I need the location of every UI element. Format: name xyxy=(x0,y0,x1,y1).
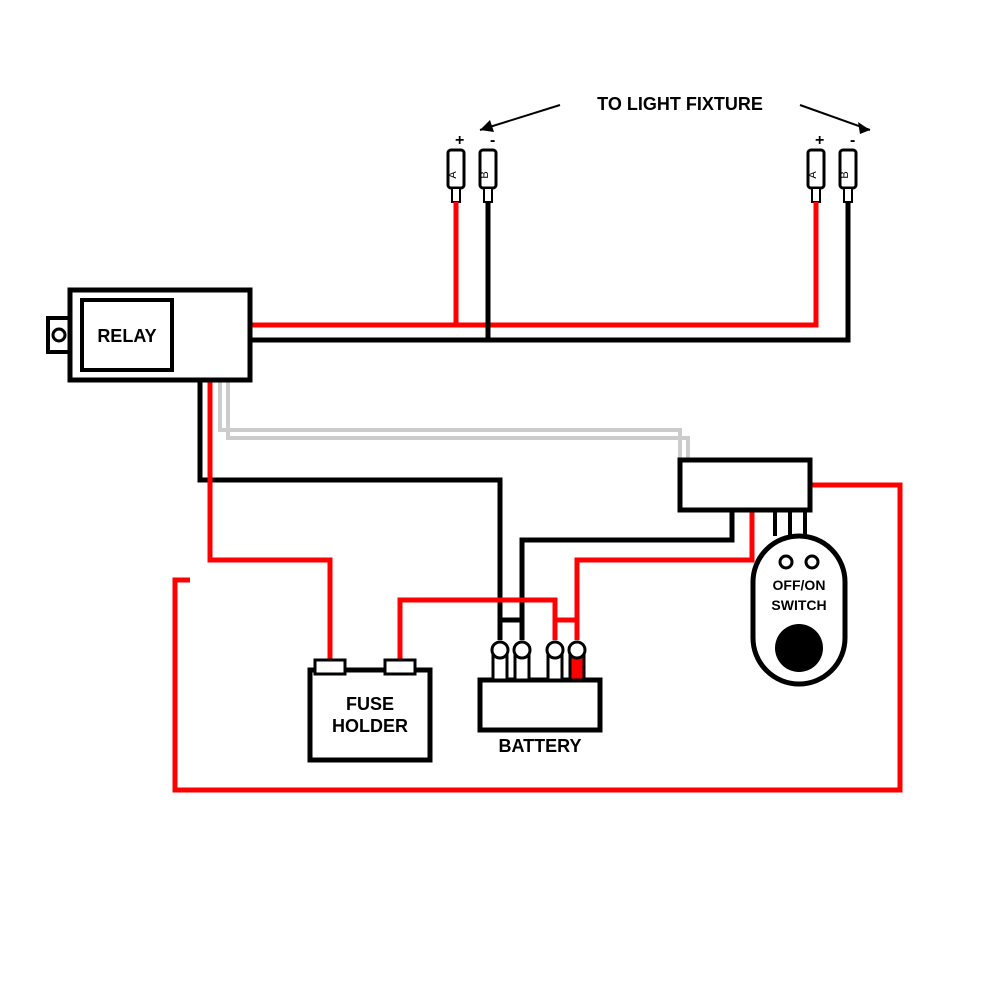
light-fixture-label: TO LIGHT FIXTURE xyxy=(597,94,763,114)
svg-text:B: B xyxy=(479,171,491,178)
svg-text:RELAY: RELAY xyxy=(97,326,156,346)
svg-text:OFF/ON: OFF/ON xyxy=(773,577,826,593)
svg-text:+: + xyxy=(815,132,824,149)
wire-red-to-left-fixture xyxy=(250,202,456,325)
svg-text:HOLDER: HOLDER xyxy=(332,716,408,736)
terminal-left: + - A B xyxy=(447,132,496,202)
svg-text:A: A xyxy=(447,171,459,179)
switch: OFF/ON SWITCH xyxy=(753,536,845,684)
wire-white-1 xyxy=(220,380,680,470)
fuse-holder: FUSE HOLDER xyxy=(310,660,430,760)
wire-black-to-right-fixture xyxy=(488,202,848,340)
battery: BATTERY xyxy=(480,642,600,756)
svg-text:BATTERY: BATTERY xyxy=(499,736,582,756)
relay: RELAY xyxy=(48,290,250,380)
svg-text:B: B xyxy=(839,171,851,178)
svg-text:FUSE: FUSE xyxy=(346,694,394,714)
svg-text:-: - xyxy=(850,132,855,149)
svg-text:SWITCH: SWITCH xyxy=(771,597,826,613)
wire-black-to-left-fixture xyxy=(250,202,488,340)
terminal-right: + - A B xyxy=(807,132,856,202)
wire-white-2 xyxy=(228,380,688,470)
wire-red-battery-bridge xyxy=(555,620,577,640)
wire-red-fuse-to-battery xyxy=(400,600,555,670)
wire-red-battery-to-connector xyxy=(577,510,752,620)
svg-text:+: + xyxy=(455,132,464,149)
svg-text:-: - xyxy=(490,132,495,149)
wire-red-to-right-fixture xyxy=(456,202,816,325)
connector-block xyxy=(680,460,810,510)
svg-text:A: A xyxy=(807,171,819,179)
wire-black-battery-bridge xyxy=(500,620,522,640)
